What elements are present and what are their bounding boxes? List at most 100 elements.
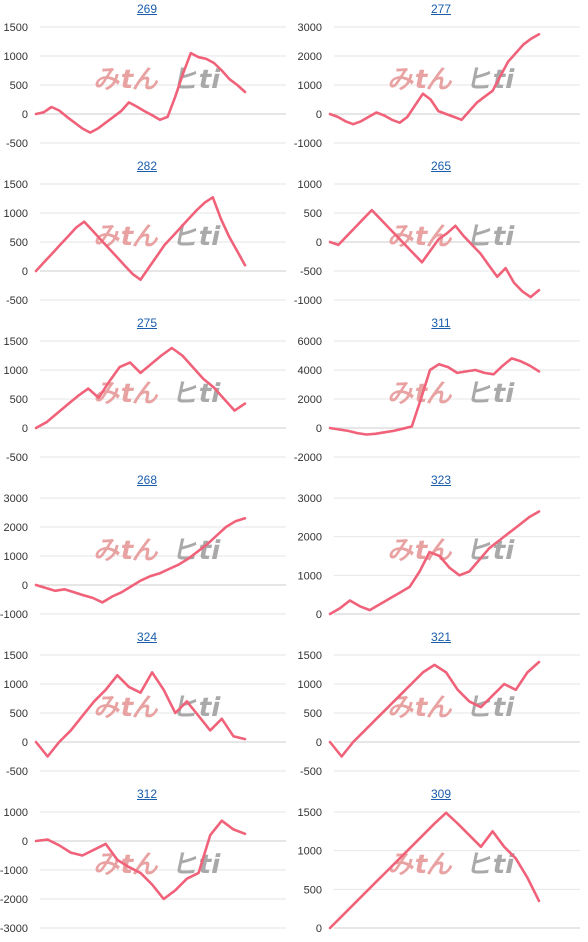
y-tick-label: -500: [6, 452, 28, 464]
y-tick-label: 1500: [298, 807, 322, 819]
line-chart: 1500 1000 500 0 みtん ヒti: [294, 785, 588, 942]
watermark-left-text: みtん: [386, 536, 457, 566]
y-tick-label: 1000: [4, 208, 28, 220]
y-tick-label: -1000: [294, 295, 322, 307]
y-tick-label: 500: [10, 708, 28, 720]
line-chart: 3000 2000 1000 0 -1000 みtん ヒti: [0, 471, 294, 628]
watermark-right-text: ヒti: [464, 65, 518, 95]
y-tick-label: 0: [316, 609, 322, 621]
y-tick-label: 1000: [298, 570, 322, 582]
y-tick-label: 4000: [298, 365, 322, 377]
watermark-right-text: ヒti: [170, 693, 224, 723]
y-tick-label: 1500: [298, 650, 322, 662]
watermark-right-text: ヒti: [464, 850, 518, 880]
y-tick-label: 2000: [4, 522, 28, 534]
y-tick-label: -3000: [0, 923, 28, 935]
y-tick-label: 3000: [298, 493, 322, 505]
y-tick-label: 6000: [298, 336, 322, 348]
y-tick-label: 0: [316, 737, 322, 749]
y-tick-label: -500: [300, 766, 322, 778]
line-chart: 1500 1000 500 0 -500 みtん ヒti: [0, 0, 294, 157]
y-tick-label: 500: [10, 80, 28, 92]
watermark-left-text: みtん: [92, 693, 163, 723]
y-tick-label: 1000: [298, 179, 322, 191]
y-tick-label: 0: [316, 109, 322, 121]
y-tick-label: 1000: [298, 80, 322, 92]
watermark-right-text: ヒti: [170, 379, 224, 409]
chart-panel: 309 1500 1000 500 0 みtん ヒti: [294, 785, 588, 942]
y-tick-label: 1000: [298, 846, 322, 858]
y-tick-label: 1000: [4, 679, 28, 691]
line-chart: 6000 4000 2000 0 -2000 みtん ヒti: [294, 314, 588, 471]
y-tick-label: 2000: [298, 532, 322, 544]
y-tick-label: -500: [6, 766, 28, 778]
watermark-logo: みtん ヒti: [92, 222, 224, 252]
chart-panel: 268 3000 2000 1000 0 -1000 みtん ヒti: [0, 471, 294, 628]
y-tick-label: 0: [22, 836, 28, 848]
y-tick-label: 3000: [4, 493, 28, 505]
y-tick-label: 1000: [4, 365, 28, 377]
y-tick-label: 1000: [4, 807, 28, 819]
y-tick-label: 0: [316, 237, 322, 249]
line-chart: 10000-1000-2000-3000みtん ヒti: [0, 785, 294, 942]
watermark-right-text: ヒti: [464, 536, 518, 566]
y-tick-label: 500: [304, 884, 322, 896]
chart-panel: 323 3000 2000 1000 0 みtん ヒti: [294, 471, 588, 628]
chart-panel: 311 6000 4000 2000 0 -2000 みtん ヒti: [294, 314, 588, 471]
y-tick-label: -500: [300, 266, 322, 278]
y-tick-label: 500: [304, 208, 322, 220]
y-tick-label: 1500: [4, 179, 28, 191]
chart-panel: 312 1000 0 -1000 -2000 -3000 みtん ヒti: [0, 785, 294, 942]
chart-panel: 269 1500 1000 500 0 -500 みtん ヒti: [0, 0, 294, 157]
y-tick-label: 1000: [4, 551, 28, 563]
watermark-left-text: みtん: [92, 65, 163, 95]
watermark-logo: みtん ヒti: [386, 222, 518, 252]
y-tick-label: -500: [6, 138, 28, 150]
y-tick-label: -1000: [294, 138, 322, 150]
line-chart: 1500 1000 500 0 -500 みtん ヒti: [0, 314, 294, 471]
y-tick-label: -1000: [0, 609, 28, 621]
chart-panel: 275 1500 1000 500 0 -500 みtん ヒti: [0, 314, 294, 471]
y-tick-label: 2000: [298, 51, 322, 63]
chart-panel: 277 3000 2000 1000 0 -1000 みtん ヒti: [294, 0, 588, 157]
y-tick-label: 0: [316, 923, 322, 935]
line-chart: 1500 1000 500 0 -500 みtん ヒti: [0, 628, 294, 785]
watermark-logo: みtん ヒti: [386, 693, 518, 723]
watermark-logo: みtん ヒti: [92, 379, 224, 409]
watermark-right-text: ヒti: [170, 850, 224, 880]
y-tick-label: -2000: [294, 452, 322, 464]
y-tick-label: 0: [22, 423, 28, 435]
line-chart: 1500 1000 500 0 -500 みtん ヒti: [0, 157, 294, 314]
y-tick-label: 0: [22, 580, 28, 592]
y-tick-label: 3000: [298, 22, 322, 34]
chart-panel: 321 1500 1000 500 0 -500 みtん ヒti: [294, 628, 588, 785]
y-tick-label: 0: [316, 423, 322, 435]
y-tick-label: 1500: [4, 336, 28, 348]
watermark-left-text: みtん: [386, 65, 457, 95]
y-tick-label: 500: [10, 394, 28, 406]
watermark-left-text: みtん: [92, 222, 163, 252]
watermark-logo: みtん ヒti: [92, 693, 224, 723]
watermark-logo: みtん ヒti: [92, 536, 224, 566]
y-tick-label: -2000: [0, 894, 28, 906]
watermark-logo: みtん ヒti: [386, 379, 518, 409]
y-tick-label: 2000: [298, 394, 322, 406]
y-tick-label: 500: [10, 237, 28, 249]
y-tick-label: 0: [22, 109, 28, 121]
line-chart: 3000 2000 1000 0 みtん ヒti: [294, 471, 588, 628]
line-chart: 3000 2000 1000 0 -1000 みtん ヒti: [294, 0, 588, 157]
line-chart: 1000 500 0 -500 -1000 みtん ヒti: [294, 157, 588, 314]
watermark-logo: みtん ヒti: [386, 850, 518, 880]
chart-panel: 265 1000 500 0 -500 -1000 みtん ヒti: [294, 157, 588, 314]
y-tick-label: 500: [304, 708, 322, 720]
y-tick-label: -1000: [0, 865, 28, 877]
y-tick-label: -500: [6, 295, 28, 307]
chart-panel: 324 1500 1000 500 0 -500 みtん ヒti: [0, 628, 294, 785]
chart-panel: 282 1500 1000 500 0 -500 みtん ヒti: [0, 157, 294, 314]
y-tick-label: 1000: [298, 679, 322, 691]
y-tick-label: 1500: [4, 650, 28, 662]
y-tick-label: 1000: [4, 51, 28, 63]
watermark-right-text: ヒti: [464, 222, 518, 252]
watermark-right-text: ヒti: [170, 222, 224, 252]
